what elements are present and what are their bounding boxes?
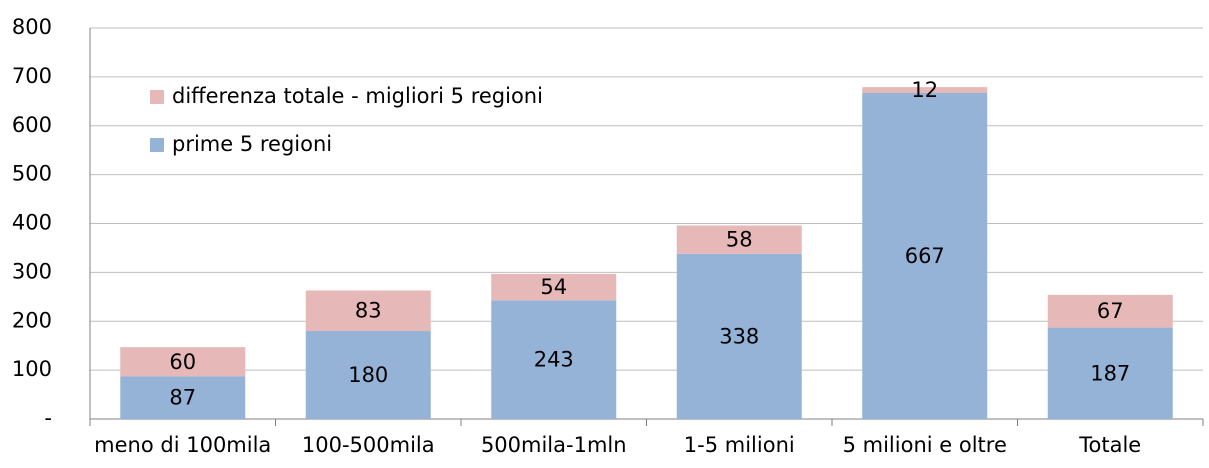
- data-label: 338: [719, 324, 759, 348]
- bar-segment: [1047, 294, 1173, 328]
- bar-segment: [862, 87, 988, 94]
- y-tick-label: 700: [12, 64, 52, 88]
- data-label: 243: [534, 348, 574, 372]
- data-label: 12: [911, 78, 938, 102]
- bar-segment: [305, 290, 431, 332]
- x-tick-label: Totale: [1078, 433, 1141, 457]
- legend-label: differenza totale - migliori 5 regioni: [172, 84, 543, 108]
- x-tick-label: 1-5 milioni: [684, 433, 795, 457]
- legend-swatch: [150, 90, 164, 104]
- y-tick-label: 200: [12, 308, 52, 332]
- bar-segment: [491, 300, 617, 419]
- bar-segment: [1047, 327, 1173, 419]
- data-label: 54: [540, 275, 567, 299]
- x-tick-label: 100-500mila: [302, 433, 435, 457]
- bar-segment: [120, 376, 246, 419]
- y-tick-label: 300: [12, 259, 52, 283]
- x-tick-label: meno di 100mila: [94, 433, 271, 457]
- legend-swatch: [150, 138, 164, 152]
- data-label: 180: [348, 363, 388, 387]
- y-tick-label: -: [44, 406, 52, 430]
- x-tick-label: 5 milioni e oltre: [843, 433, 1007, 457]
- bar-segment: [862, 93, 988, 419]
- data-label: 58: [726, 228, 753, 252]
- bar-segment: [676, 253, 802, 419]
- data-label: 667: [905, 244, 945, 268]
- data-label: 67: [1097, 299, 1124, 323]
- y-tick-label: 400: [12, 211, 52, 235]
- bar-segment: [305, 331, 431, 419]
- data-label: 60: [169, 350, 196, 374]
- bar-segment: [676, 225, 802, 254]
- y-tick-label: 500: [12, 162, 52, 186]
- data-label: 87: [169, 386, 196, 410]
- x-tick-label: 500mila-1mln: [481, 433, 627, 457]
- y-tick-label: 100: [12, 357, 52, 381]
- data-label: 187: [1090, 361, 1130, 385]
- legend-label: prime 5 regioni: [172, 132, 332, 156]
- bar-segment: [120, 347, 246, 377]
- bar-segment: [491, 273, 617, 301]
- y-tick-label: 600: [12, 113, 52, 137]
- data-label: 83: [355, 299, 382, 323]
- y-tick-label: 800: [12, 15, 52, 39]
